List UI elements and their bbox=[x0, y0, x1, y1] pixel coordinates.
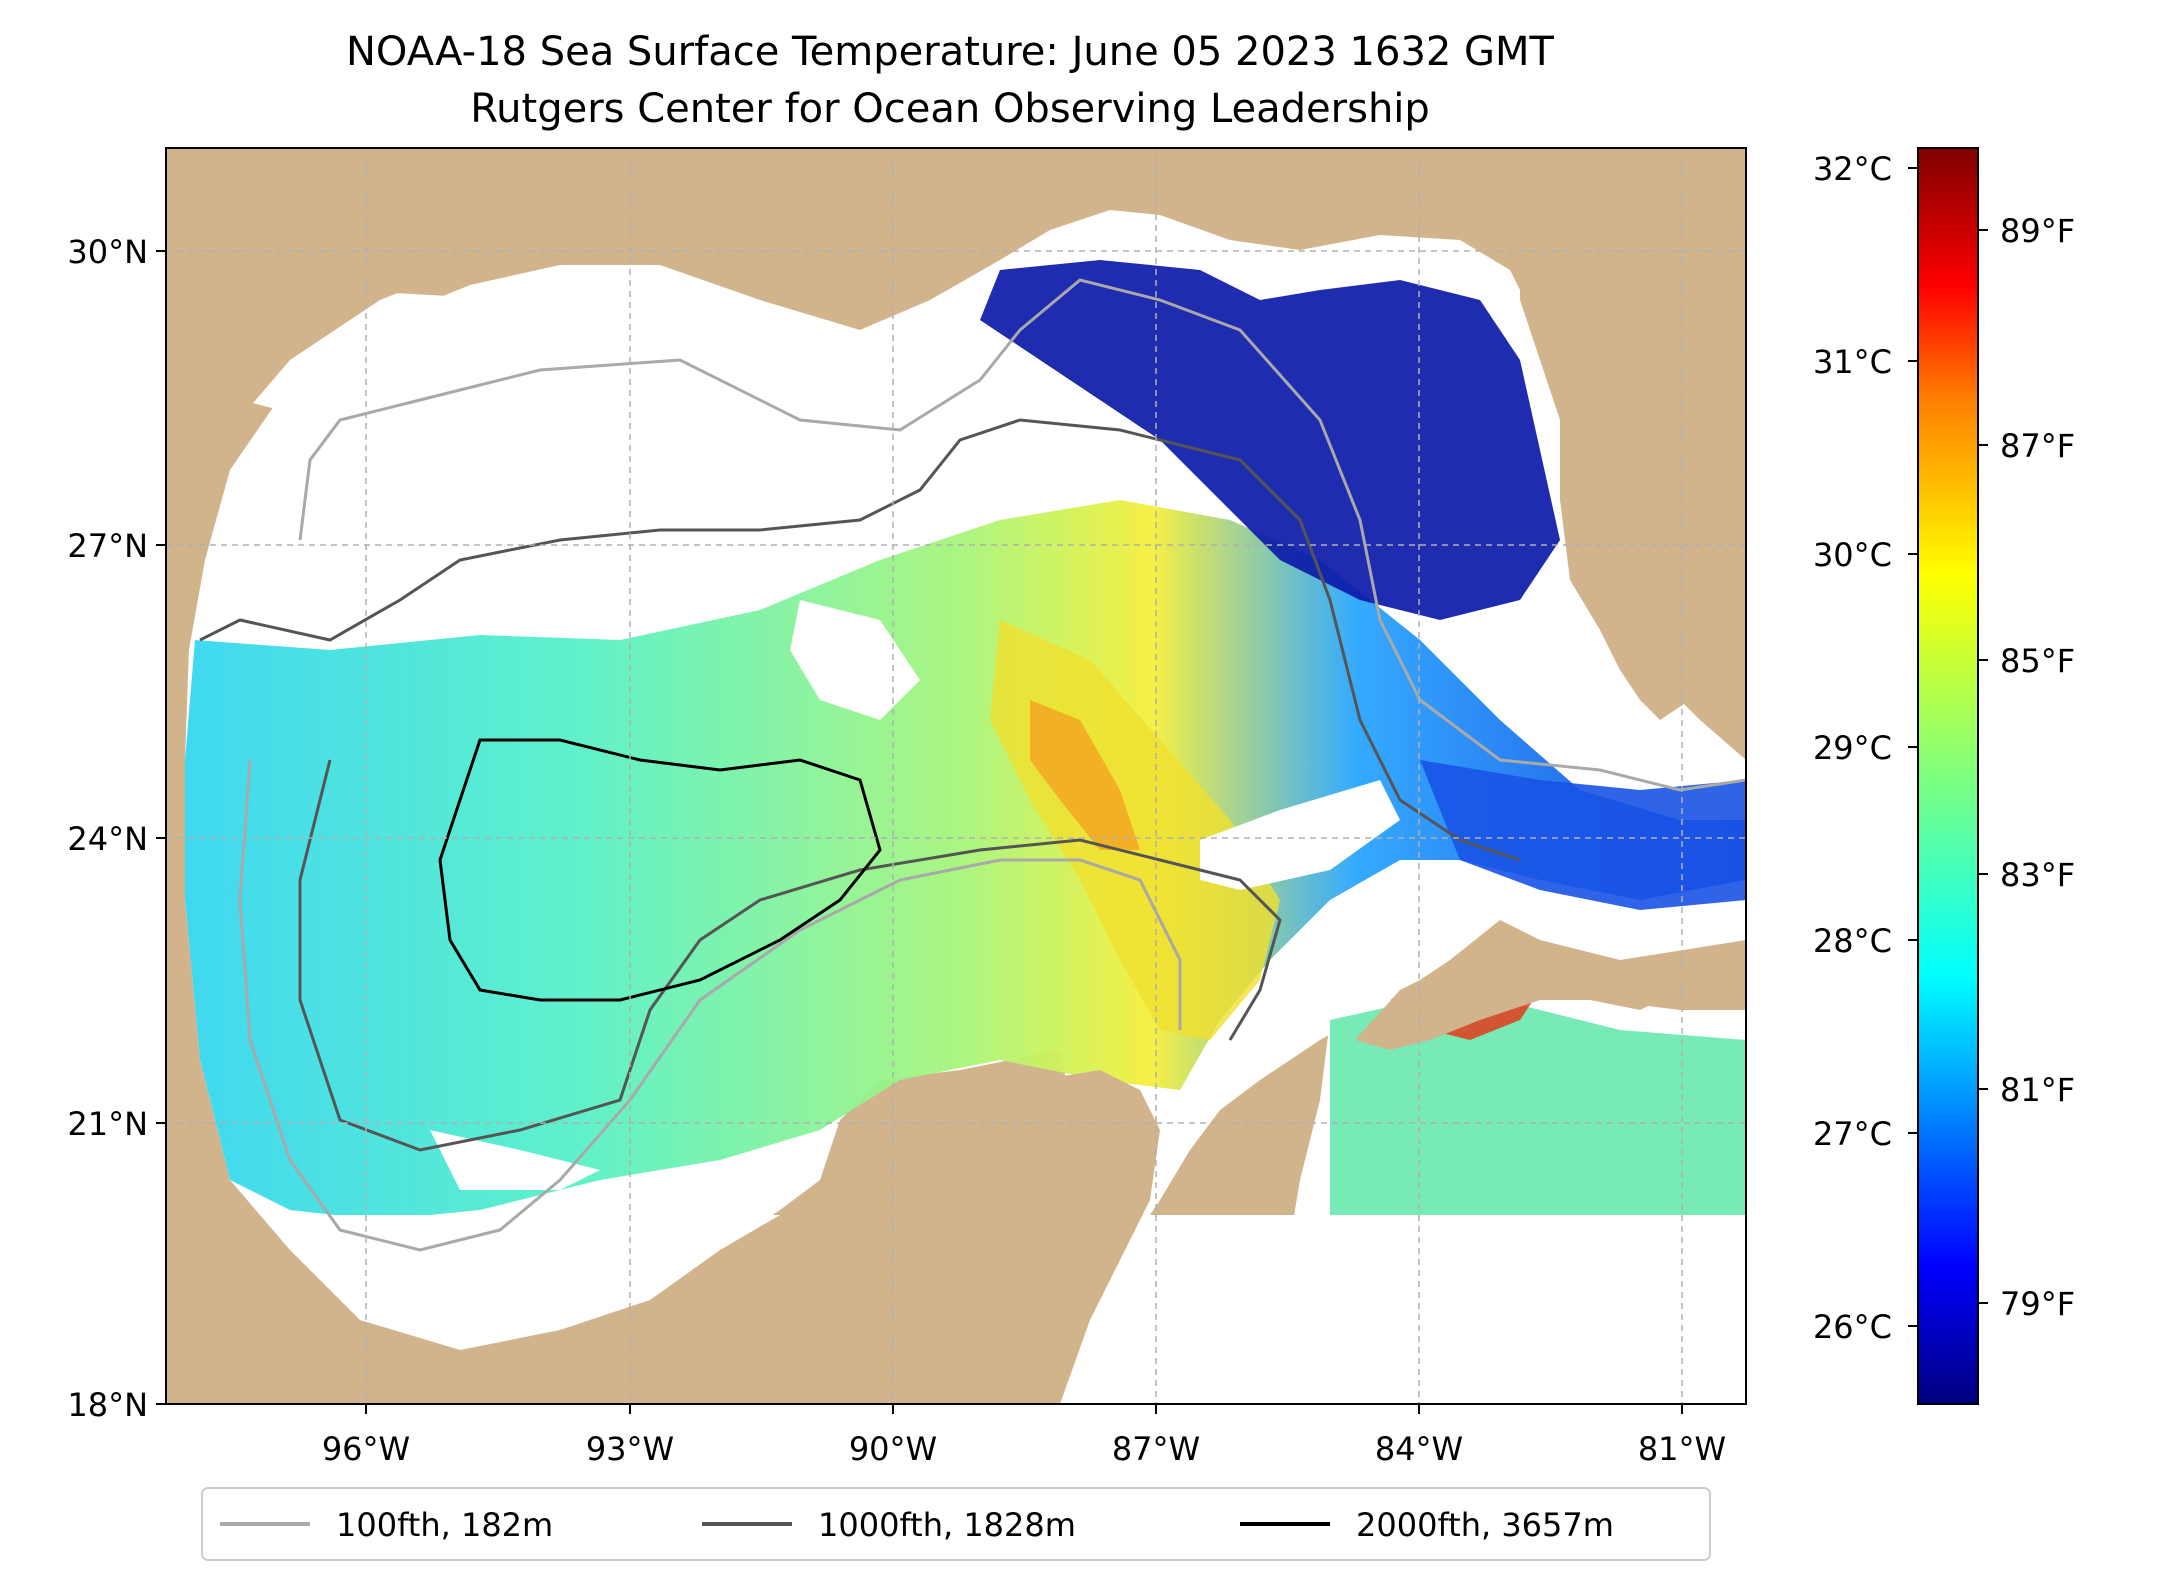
colorbar-gradient bbox=[1917, 147, 1979, 1405]
map-subtitle: Rutgers Center for Ocean Observing Leade… bbox=[470, 86, 1430, 132]
florida-land bbox=[1520, 148, 1746, 740]
lat-label-21n: 21°N bbox=[67, 1105, 148, 1143]
colorbar: 32°C 31°C 30°C 29°C 28°C 27°C 26°C 89°F … bbox=[1813, 147, 2075, 1405]
lon-label-96w: 96°W bbox=[322, 1430, 410, 1468]
colorbar-f-81: 81°F bbox=[2000, 1071, 2075, 1109]
lon-label-93w: 93°W bbox=[586, 1430, 674, 1468]
bathymetry-contours bbox=[199, 278, 1746, 1252]
lat-label-18n: 18°N bbox=[67, 1386, 148, 1424]
colorbar-f-79: 79°F bbox=[2000, 1285, 2075, 1323]
colorbar-c-31: 31°C bbox=[1813, 343, 1892, 381]
yucatan-land bbox=[830, 1070, 1160, 1404]
legend-label-2000fth: 2000fth, 3657m bbox=[1356, 1506, 1614, 1544]
colorbar-c-32: 32°C bbox=[1813, 150, 1892, 188]
colorbar-c-30: 30°C bbox=[1813, 536, 1892, 574]
legend-label-100fth: 100fth, 182m bbox=[336, 1506, 553, 1544]
lat-label-27n: 27°N bbox=[67, 527, 148, 565]
cuba-land bbox=[1355, 945, 1660, 1050]
map-title: NOAA-18 Sea Surface Temperature: June 05… bbox=[346, 29, 1555, 75]
lon-label-81w: 81°W bbox=[1638, 1430, 1726, 1468]
sst-main-band bbox=[185, 500, 1746, 1220]
map-frame bbox=[165, 147, 1747, 1405]
lon-label-90w: 90°W bbox=[849, 1430, 937, 1468]
mexico-land bbox=[166, 580, 830, 1404]
lat-label-30n: 30°N bbox=[67, 233, 148, 271]
colorbar-c-26: 26°C bbox=[1813, 1308, 1892, 1346]
contour-1000fth bbox=[199, 418, 1521, 1152]
lon-label-87w: 87°W bbox=[1112, 1430, 1200, 1468]
colorbar-f-89: 89°F bbox=[2000, 212, 2075, 250]
us-gulf-coast-land bbox=[166, 148, 1520, 580]
sst-cool-northeast bbox=[980, 260, 1560, 620]
colorbar-f-87: 87°F bbox=[2000, 427, 2075, 465]
colorbar-c-29: 29°C bbox=[1813, 729, 1892, 767]
lon-axis: 96°W 93°W 90°W 87°W 84°W 81°W bbox=[322, 1404, 1726, 1468]
gridlines bbox=[166, 148, 1746, 1404]
colorbar-celsius-axis: 32°C 31°C 30°C 29°C 28°C 27°C 26°C bbox=[1813, 150, 1918, 1346]
legend: 100fth, 182m 1000fth, 1828m 2000fth, 365… bbox=[201, 1487, 1711, 1561]
colorbar-fahrenheit-axis: 89°F 87°F 85°F 83°F 81°F 79°F bbox=[1978, 212, 2075, 1323]
lat-axis: 30°N 27°N 24°N 21°N 18°N bbox=[67, 233, 166, 1424]
colorbar-c-28: 28°C bbox=[1813, 922, 1892, 960]
colorbar-f-83: 83°F bbox=[2000, 856, 2075, 894]
map-panel bbox=[166, 148, 1746, 1404]
colorbar-c-27: 27°C bbox=[1813, 1115, 1892, 1153]
sst-caribbean-patch bbox=[1330, 1000, 1746, 1215]
legend-box bbox=[201, 1487, 1711, 1561]
lat-label-24n: 24°N bbox=[67, 820, 148, 858]
sst-orange-patch bbox=[1030, 700, 1140, 850]
lon-label-84w: 84°W bbox=[1375, 1430, 1463, 1468]
sst-florida-strait bbox=[1420, 760, 1746, 910]
contour-2000fth bbox=[438, 738, 882, 1002]
colorbar-f-85: 85°F bbox=[2000, 642, 2075, 680]
legend-label-1000fth: 1000fth, 1828m bbox=[818, 1506, 1076, 1544]
